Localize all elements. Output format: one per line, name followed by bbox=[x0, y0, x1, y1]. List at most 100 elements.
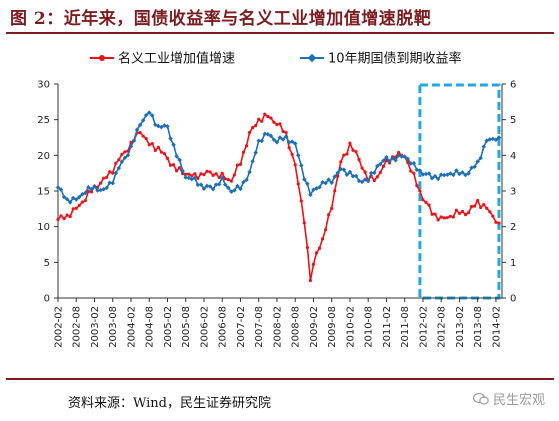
data-point bbox=[381, 158, 386, 163]
data-point bbox=[253, 150, 258, 155]
x-tick-label: 2012-08 bbox=[437, 306, 448, 348]
data-point bbox=[86, 185, 91, 190]
data-point bbox=[74, 206, 78, 210]
data-point bbox=[211, 173, 215, 177]
data-point bbox=[259, 138, 265, 144]
data-point bbox=[274, 139, 280, 145]
data-point bbox=[487, 137, 493, 142]
x-tick-label: 2002-08 bbox=[72, 306, 83, 348]
data-point bbox=[171, 142, 176, 148]
data-point bbox=[116, 165, 122, 171]
data-point bbox=[269, 116, 273, 120]
data-point bbox=[214, 172, 218, 176]
data-point bbox=[111, 171, 115, 175]
data-point bbox=[420, 172, 426, 177]
data-point bbox=[61, 194, 67, 200]
data-point bbox=[83, 198, 87, 203]
x-tick-label: 2013-02 bbox=[455, 306, 466, 348]
data-point bbox=[260, 119, 264, 123]
x-tick-label: 2002-02 bbox=[54, 306, 65, 348]
data-point bbox=[95, 188, 100, 193]
data-point bbox=[190, 174, 194, 178]
data-point bbox=[339, 160, 343, 164]
x-tick-label: 2014-02 bbox=[491, 306, 502, 348]
data-point bbox=[247, 130, 252, 135]
data-point bbox=[238, 162, 243, 166]
data-point bbox=[141, 134, 145, 138]
wechat-icon bbox=[472, 392, 489, 405]
data-point bbox=[226, 177, 230, 182]
x-tick-label: 2009-02 bbox=[309, 306, 320, 348]
data-point bbox=[296, 182, 300, 186]
data-point bbox=[354, 150, 358, 154]
data-point bbox=[171, 163, 176, 167]
x-tick-label: 2010-02 bbox=[345, 306, 356, 348]
data-point bbox=[460, 209, 465, 214]
x-tick-label: 2010-08 bbox=[364, 306, 375, 348]
right-tick-label: 6 bbox=[510, 80, 516, 91]
x-tick-label: 2004-08 bbox=[145, 306, 156, 348]
data-point bbox=[299, 199, 303, 203]
data-point bbox=[441, 172, 447, 178]
data-point bbox=[89, 190, 94, 194]
data-point bbox=[77, 194, 82, 200]
data-point bbox=[147, 143, 151, 147]
data-point bbox=[351, 148, 355, 152]
data-point bbox=[405, 156, 410, 162]
data-point bbox=[68, 214, 72, 219]
data-point bbox=[104, 185, 109, 191]
data-point bbox=[463, 172, 468, 178]
data-point bbox=[150, 141, 154, 146]
data-point bbox=[266, 114, 270, 119]
legend-marker bbox=[307, 53, 317, 63]
data-point bbox=[430, 212, 434, 216]
data-point bbox=[436, 218, 440, 222]
series-layer bbox=[55, 110, 502, 283]
data-point bbox=[64, 196, 70, 202]
data-point bbox=[445, 216, 449, 220]
data-point bbox=[360, 166, 364, 170]
data-point bbox=[290, 152, 294, 157]
figure-header: 图 2：近年来，国债收益率与名义工业增加值增速脱靶 bbox=[0, 0, 559, 34]
data-point bbox=[107, 180, 112, 185]
left-tick-label: 25 bbox=[37, 115, 50, 126]
data-point bbox=[448, 214, 452, 218]
line-chart: 名义工业增加值增速 10年期国债到期收益率 0 5 10 15 20 25 30 0 1 2 3 4 5 6… bbox=[37, 51, 516, 348]
data-point bbox=[375, 163, 380, 169]
legend-label: 名义工业增加值增速 bbox=[118, 51, 235, 67]
data-point bbox=[165, 156, 170, 160]
data-point bbox=[156, 145, 160, 149]
data-point bbox=[254, 123, 258, 128]
footer-divider bbox=[6, 378, 554, 380]
x-tick-label: 2011-02 bbox=[382, 306, 393, 348]
data-point bbox=[175, 169, 179, 173]
data-point bbox=[59, 214, 63, 218]
highlight-box bbox=[418, 83, 501, 300]
data-point bbox=[406, 160, 410, 164]
data-point bbox=[320, 237, 325, 241]
data-point bbox=[324, 228, 328, 232]
data-point bbox=[302, 221, 306, 225]
chart-legend: 名义工业增加值增速 10年期国债到期收益率 bbox=[90, 51, 462, 67]
data-point bbox=[202, 173, 206, 177]
data-point bbox=[469, 204, 474, 209]
data-point bbox=[278, 122, 282, 126]
data-point bbox=[187, 172, 191, 176]
data-point bbox=[472, 164, 477, 169]
data-point bbox=[110, 180, 116, 186]
data-point bbox=[86, 189, 91, 194]
data-point bbox=[496, 135, 502, 140]
data-point bbox=[73, 197, 79, 202]
data-point bbox=[250, 158, 255, 164]
right-tick-label: 3 bbox=[510, 187, 516, 198]
data-point bbox=[241, 150, 246, 154]
data-point bbox=[314, 251, 319, 255]
data-point bbox=[344, 172, 350, 177]
series-industrial-growth bbox=[56, 112, 501, 283]
x-tick-label: 2007-08 bbox=[254, 306, 265, 348]
data-point bbox=[232, 173, 236, 177]
left-tick-label: 10 bbox=[37, 222, 50, 233]
data-point bbox=[421, 198, 425, 202]
data-point bbox=[466, 171, 471, 176]
data-point bbox=[162, 152, 167, 156]
